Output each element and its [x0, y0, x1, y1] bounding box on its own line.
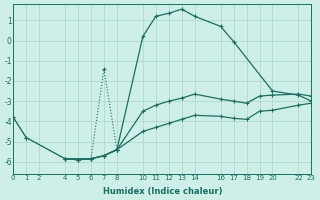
- X-axis label: Humidex (Indice chaleur): Humidex (Indice chaleur): [102, 187, 222, 196]
